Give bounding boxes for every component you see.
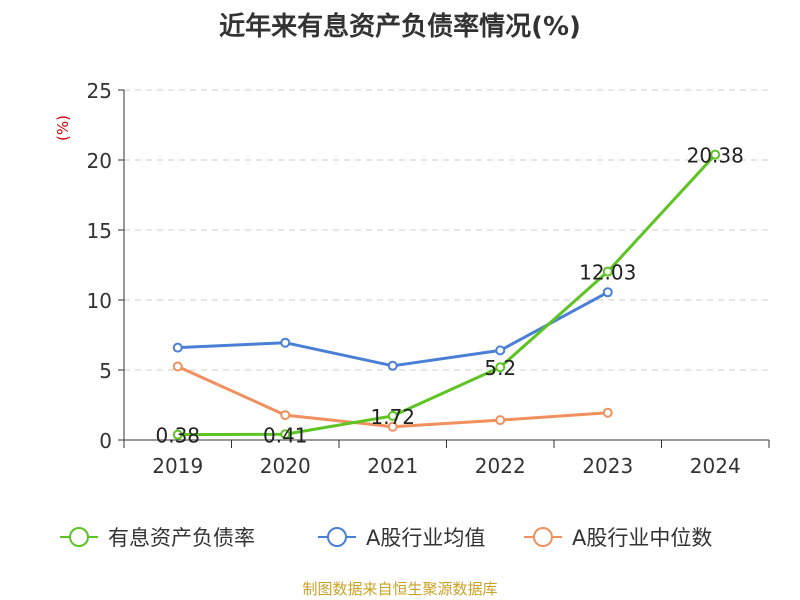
data-label: 12.03 [579,261,636,285]
legend-item: 有息资产负债率 [60,526,255,550]
legend-marker [327,527,347,547]
x-tick-label: 2022 [475,454,526,478]
y-tick-label: 15 [87,219,112,243]
data-point [280,410,291,421]
x-tick-label: 2024 [690,454,741,478]
y-tick-label: 0 [99,429,112,453]
data-label: 20.38 [687,144,744,168]
legend-label: A股行业均值 [366,526,485,550]
data-point [280,429,291,440]
legend-item: A股行业中位数 [524,526,712,550]
data-point [172,342,183,353]
series-line [177,153,717,437]
chart-title: 近年来有息资产负债率情况(%) [219,12,581,42]
legend-marker [69,527,89,547]
legend-label: A股行业中位数 [572,526,712,550]
data-point [172,361,183,372]
data-label: 5.2 [484,356,516,380]
y-tick-label: 5 [99,359,112,383]
y-tick-label: 25 [87,79,112,103]
data-point [387,360,398,371]
data-point [495,345,506,356]
y-tick-label: 10 [87,289,112,313]
data-label: 0.41 [263,423,308,447]
data-point [602,287,613,298]
data-label: 0.38 [155,424,200,448]
data-point [602,407,613,418]
data-point [495,415,506,426]
data-point [602,266,613,277]
y-axis-label: (%) [54,115,72,141]
legend-marker [533,527,553,547]
data-point [710,149,721,160]
legend-item: A股行业均值 [318,526,485,550]
data-label: 1.72 [370,405,415,429]
x-tick-label: 2019 [152,454,203,478]
data-point [172,429,183,440]
data-point [387,410,398,421]
data-point [387,421,398,432]
data-point [280,337,291,348]
x-tick-label: 2021 [367,454,418,478]
x-tick-label: 2020 [260,454,311,478]
y-tick-label: 20 [87,149,112,173]
x-tick-label: 2023 [582,454,633,478]
data-source-note: 制图数据来自恒生聚源数据库 [302,580,498,598]
legend-label: 有息资产负债率 [108,526,255,550]
data-point [495,362,506,373]
